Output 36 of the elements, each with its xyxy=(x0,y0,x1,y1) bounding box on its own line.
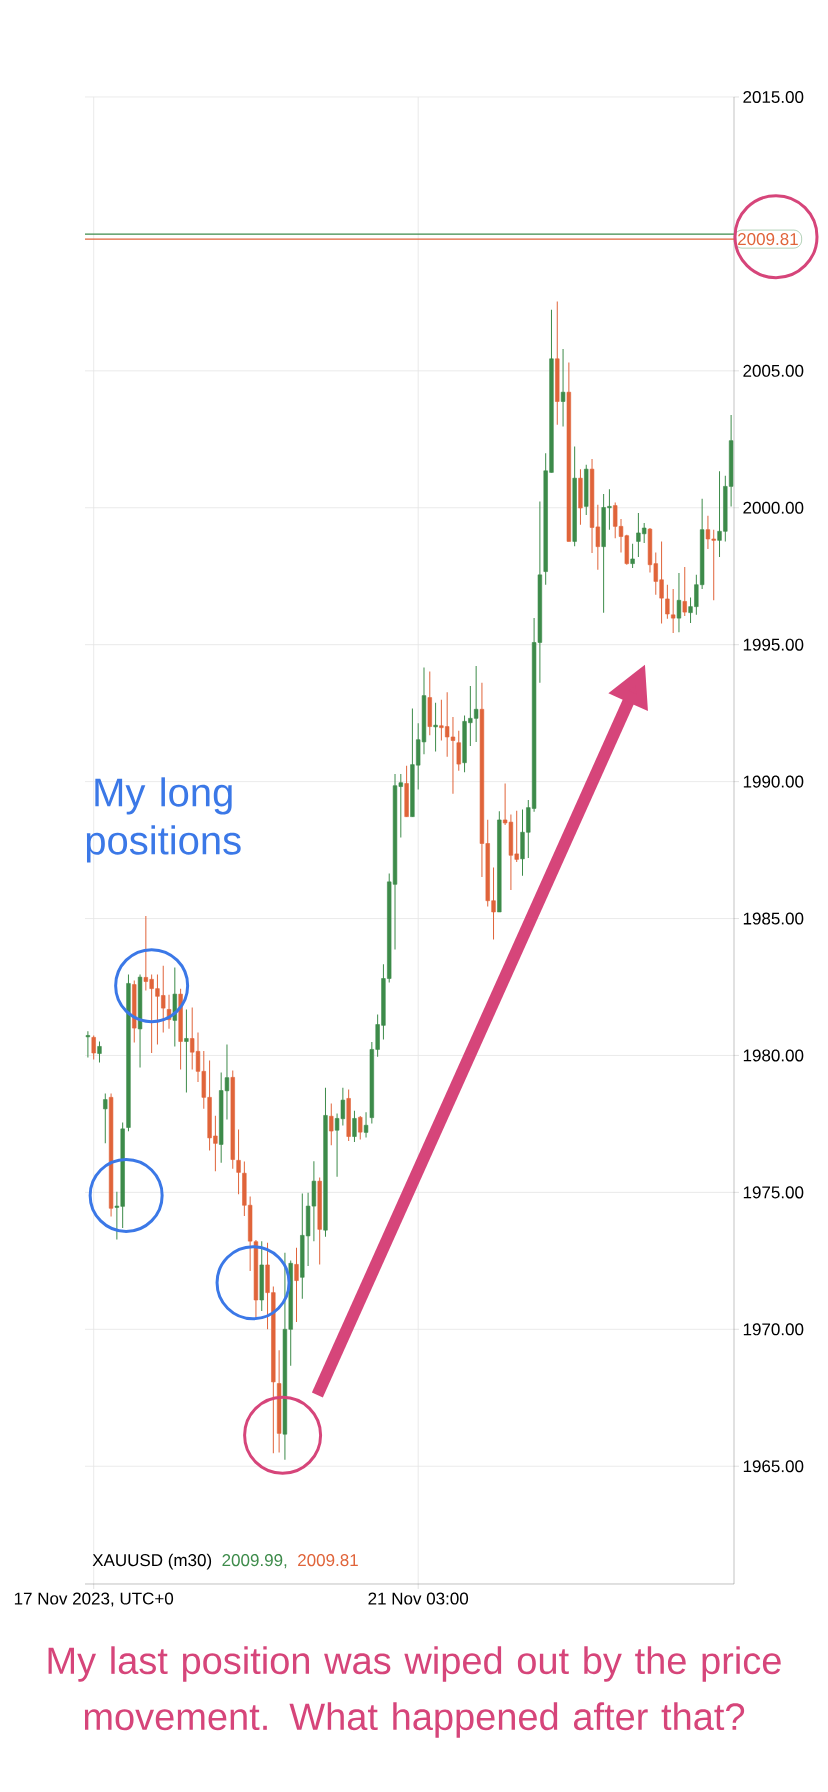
y-tick-label: 2000.00 xyxy=(743,501,804,514)
y-tick-label: 1990.00 xyxy=(743,775,804,788)
candlestick xyxy=(491,867,496,941)
annotation: My long positions xyxy=(86,777,241,863)
candlestick xyxy=(560,348,566,427)
candlestick xyxy=(236,1128,241,1195)
candlestick xyxy=(433,702,438,752)
candlestick xyxy=(352,1110,357,1143)
x-tick-label: 21 Nov 03:00 xyxy=(368,1592,469,1605)
text: My last position was wiped out by the price movement. What happened after that? xyxy=(48,1646,781,1738)
candlestick xyxy=(294,1247,299,1323)
y-tick-label: 1995.00 xyxy=(743,638,804,651)
y-tick-label: 1970.00 xyxy=(743,1323,804,1336)
candlestick xyxy=(184,1008,189,1093)
candlestick xyxy=(456,730,461,772)
ref-line-label: 2009.81 xyxy=(738,233,798,246)
candlestick xyxy=(91,1034,96,1061)
candlestick xyxy=(103,1093,108,1144)
candlestick xyxy=(363,1111,369,1139)
candlestick xyxy=(630,543,635,569)
y-tick-label: 1985.00 xyxy=(743,912,804,925)
annotation: 2009.99, xyxy=(222,1554,287,1569)
candlestick xyxy=(682,566,687,617)
annotation: XAUUSD (m30) xyxy=(92,1553,212,1570)
y-tick-label: 1980.00 xyxy=(743,1049,804,1062)
candlestick xyxy=(358,1115,363,1141)
y-tick-label: 2005.00 xyxy=(743,364,804,377)
annotation: 2009.81 xyxy=(298,1554,358,1567)
candlestick xyxy=(676,572,682,633)
x-tick-label: 17 Nov 2023, UTC+0 xyxy=(14,1592,174,1607)
y-tick-label: 1965.00 xyxy=(743,1460,804,1473)
candlestick xyxy=(97,1040,102,1064)
candlestick xyxy=(85,1030,91,1058)
candlestick xyxy=(329,1102,334,1146)
y-tick-label: 1975.00 xyxy=(743,1186,804,1199)
y-tick-label: 2015.00 xyxy=(743,90,804,103)
